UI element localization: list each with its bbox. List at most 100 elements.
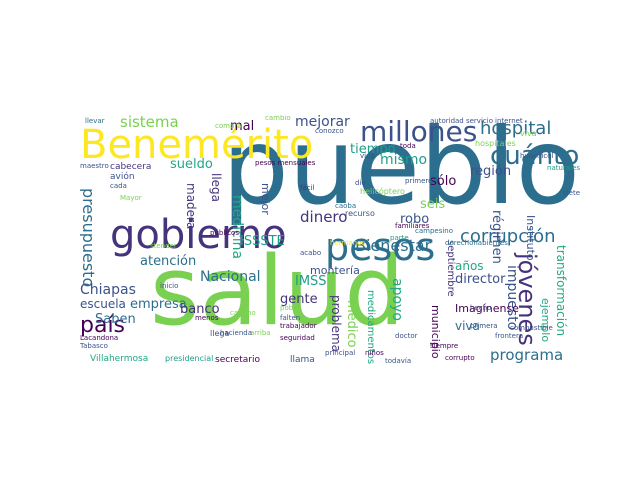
word-56: presidencial: [165, 354, 214, 363]
word-12: presupuesto: [80, 187, 98, 287]
word-15: mal: [230, 119, 255, 134]
word-96: llega: [210, 329, 230, 338]
word-47: municipio: [429, 305, 442, 359]
word-40: Instituto: [524, 215, 537, 261]
word-113: dio: [355, 179, 366, 187]
word-83: niños: [365, 349, 384, 357]
word-50: llega: [209, 172, 223, 202]
word-112: acabo: [300, 249, 322, 257]
word-75: derechohabientes: [445, 239, 508, 247]
word-29: Chiapas: [80, 281, 136, 298]
word-22: robo: [400, 211, 430, 227]
word-105: internet: [495, 116, 523, 125]
word-106: cambio: [265, 115, 291, 122]
word-94: camino: [230, 309, 256, 317]
word-20: sólo: [430, 174, 457, 189]
word-32: empresa: [130, 296, 187, 312]
word-88: combustible: [510, 324, 553, 332]
word-8: país: [80, 313, 126, 338]
word-81: pobre: [280, 304, 301, 312]
word-3: gobierno: [110, 212, 287, 258]
word-10: corrupción: [460, 225, 556, 247]
word-79: trabajador: [280, 321, 317, 330]
word-74: pesos mensuales: [255, 159, 316, 167]
word-93: públicos: [210, 229, 239, 237]
word-23: dinero: [300, 208, 348, 226]
word-44: Imagínense: [455, 301, 519, 315]
word-69: caoba: [335, 201, 357, 210]
word-63: llevar: [85, 116, 105, 125]
word-35: años: [455, 259, 484, 273]
word-89: primera: [470, 321, 498, 330]
word-17: mismo: [380, 151, 428, 168]
word-45: problema: [329, 295, 343, 353]
word-54: septiembre: [445, 240, 456, 297]
word-26: IMSS: [295, 274, 327, 289]
word-33: banco: [180, 301, 220, 317]
word-6: cuánto: [490, 140, 580, 171]
word-57: secretario: [215, 355, 260, 365]
word-34: director: [455, 271, 506, 287]
word-102: naturales: [547, 164, 580, 172]
word-4: pesos: [325, 224, 436, 269]
word-64: helicóptero: [360, 186, 405, 196]
word-2: Benemérito: [80, 122, 314, 168]
word-16: sueldo: [170, 156, 213, 172]
word-25: Nacional: [200, 269, 261, 285]
word-109: Lacandona: [80, 334, 119, 342]
word-70: recurso: [345, 209, 375, 218]
word-86: doctor: [395, 331, 418, 340]
word-19: región: [470, 164, 512, 179]
word-71: fácil: [300, 184, 315, 192]
word-90: hecho: [470, 304, 492, 312]
word-65: viva: [520, 129, 537, 138]
word-80: falten: [280, 314, 301, 322]
word-108: cada: [110, 181, 127, 190]
word-18: tiempo: [350, 141, 396, 157]
word-5: millones: [360, 115, 478, 148]
word-1: salud: [150, 237, 405, 347]
word-66: hospitales: [475, 139, 516, 148]
word-59: Tabasco: [80, 341, 108, 350]
word-87: frontera: [495, 331, 524, 340]
word-60: cabecera: [110, 161, 152, 172]
word-72: vida: [360, 151, 375, 160]
word-36: impuesto: [504, 265, 520, 331]
word-103: conozco: [315, 126, 344, 135]
word-51: mejor: [259, 182, 272, 215]
word-39: régimen: [489, 210, 504, 264]
word-49: madera: [184, 182, 198, 229]
word-14: mejorar: [295, 115, 350, 130]
word-95: arriba: [250, 329, 271, 337]
word-13: sistema: [120, 115, 179, 131]
word-84: todavía: [385, 356, 412, 365]
word-55: Villahermosa: [90, 354, 149, 364]
word-104: autoridad servicio: [430, 116, 493, 125]
word-73: toda: [400, 141, 416, 150]
word-92: familiares: [395, 221, 430, 230]
word-85: corrupto: [445, 354, 475, 362]
word-9: hospital: [480, 118, 552, 139]
word-42: viva: [455, 319, 480, 333]
word-110: hacienda: [220, 329, 252, 337]
word-68: primero: [405, 176, 433, 185]
word-91: siempre: [430, 341, 459, 350]
word-31: Saben: [95, 311, 136, 327]
word-100: stender: [150, 241, 177, 250]
word-77: parte: [390, 234, 409, 242]
word-28: atención: [140, 254, 197, 269]
word-76: campesino: [415, 226, 454, 235]
word-38: transformación: [554, 245, 568, 337]
word-21: seis: [420, 196, 446, 212]
word-30: escuela: [80, 296, 126, 311]
word-107: compra: [215, 121, 242, 130]
word-24: ISSSTE: [240, 234, 285, 249]
word-99: Mayor: [120, 194, 142, 202]
word-111: inicio: [160, 281, 179, 290]
word-53: ejemplo: [539, 297, 552, 342]
word-37: programa: [490, 345, 564, 364]
word-98: hermanos: [330, 239, 365, 247]
word-46: médico: [344, 300, 359, 348]
word-101: siete: [563, 189, 580, 197]
word-67: huachicol: [520, 151, 554, 160]
